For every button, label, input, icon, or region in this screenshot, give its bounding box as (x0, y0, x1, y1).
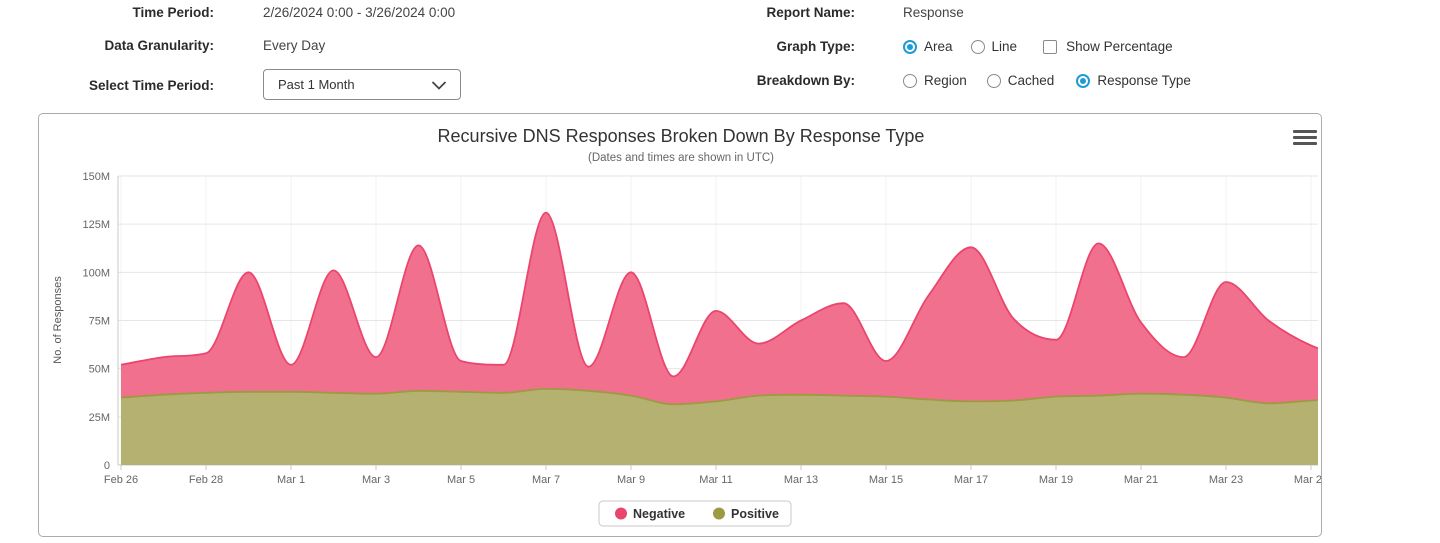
svg-text:50M: 50M (89, 364, 110, 376)
legend-positive-label: Positive (731, 507, 779, 521)
select-time-period-label: Select Time Period: (88, 78, 214, 93)
breakdown-region-label: Region (924, 73, 967, 88)
data-granularity-label: Data Granularity: (104, 38, 214, 53)
svg-text:75M: 75M (89, 316, 110, 328)
chart-legend: Negative Positive (598, 500, 792, 527)
svg-text:Mar 19: Mar 19 (1039, 474, 1073, 486)
report-name-value: Response (903, 5, 964, 20)
svg-text:Mar 11: Mar 11 (699, 474, 732, 486)
breakdown-by-options: Region Cached Response Type (903, 73, 1191, 88)
svg-text:Mar 9: Mar 9 (617, 474, 645, 486)
svg-text:Mar 5: Mar 5 (447, 474, 475, 486)
svg-text:Mar 15: Mar 15 (869, 474, 903, 486)
chart-title: Recursive DNS Responses Broken Down By R… (438, 126, 925, 146)
graph-type-options: Area Line Show Percentage (903, 39, 1173, 54)
svg-text:Mar 13: Mar 13 (784, 474, 818, 486)
graph-type-line-radio[interactable] (970, 39, 985, 54)
breakdown-by-label: Breakdown By: (756, 73, 855, 88)
negative-swatch-icon (615, 507, 627, 520)
graph-type-line-label: Line (991, 39, 1018, 54)
graph-type-area-radio[interactable] (903, 39, 917, 54)
show-percentage-label: Show Percentage (1066, 39, 1173, 54)
show-percentage-checkbox[interactable] (1043, 39, 1058, 54)
breakdown-response-type-radio[interactable] (1076, 73, 1091, 88)
time-period-label: Time Period: (132, 5, 214, 20)
breakdown-cached-label: Cached (1007, 73, 1055, 88)
hamburger-menu-icon[interactable] (1293, 130, 1317, 145)
breakdown-cached-radio[interactable] (986, 73, 1001, 88)
chart-series-areas (120, 211, 1318, 465)
legend-item-negative[interactable]: Negative (615, 507, 685, 521)
positive-swatch-icon (713, 507, 725, 520)
chart-subtitle: (Dates and times are shown in UTC) (588, 152, 774, 164)
svg-text:Mar 3: Mar 3 (362, 474, 390, 486)
svg-text:Mar 25: Mar 25 (1294, 474, 1321, 486)
graph-type-area-label: Area (924, 39, 953, 54)
chart-panel: 0 25M 50M 75M 100M 125M 150M Feb 26 Feb 28 Mar 1 M… (38, 113, 1322, 537)
svg-text:150M: 150M (82, 171, 110, 183)
data-granularity-value: Every Day (263, 38, 326, 53)
graph-type-label: Graph Type: (776, 39, 855, 54)
dns-responses-area-chart: 0 25M 50M 75M 100M 125M 150M Feb 26 Feb 28 Mar 1 M… (52, 126, 1321, 527)
breakdown-response-type-label: Response Type (1097, 73, 1191, 88)
chart-axes: 0 25M 50M 75M 100M 125M 150M Feb 26 Feb 28 Mar 1 M… (82, 171, 1321, 486)
report-name-label: Report Name: (766, 5, 855, 20)
legend-negative-label: Negative (633, 507, 685, 521)
svg-text:0: 0 (104, 460, 110, 472)
svg-text:Mar 1: Mar 1 (277, 474, 305, 486)
breakdown-region-radio[interactable] (903, 73, 917, 88)
svg-text:125M: 125M (82, 219, 110, 231)
legend-item-positive[interactable]: Positive (713, 507, 779, 521)
svg-text:Feb 26: Feb 26 (104, 474, 138, 486)
svg-text:Mar 21: Mar 21 (1124, 474, 1158, 486)
svg-text:Mar 17: Mar 17 (954, 474, 988, 486)
svg-text:25M: 25M (89, 412, 110, 424)
y-axis-title: No. of Responses (52, 276, 64, 364)
time-period-select-value: Past 1 Month (278, 77, 355, 92)
svg-text:Feb 28: Feb 28 (189, 474, 223, 486)
svg-text:100M: 100M (82, 267, 110, 279)
svg-text:Mar 23: Mar 23 (1209, 474, 1243, 486)
time-period-value: 2/26/2024 0:00 - 3/26/2024 0:00 (263, 5, 456, 20)
time-period-select[interactable]: Past 1 Month (263, 69, 461, 100)
svg-text:Mar 7: Mar 7 (532, 474, 560, 486)
chevron-down-icon (431, 81, 447, 90)
